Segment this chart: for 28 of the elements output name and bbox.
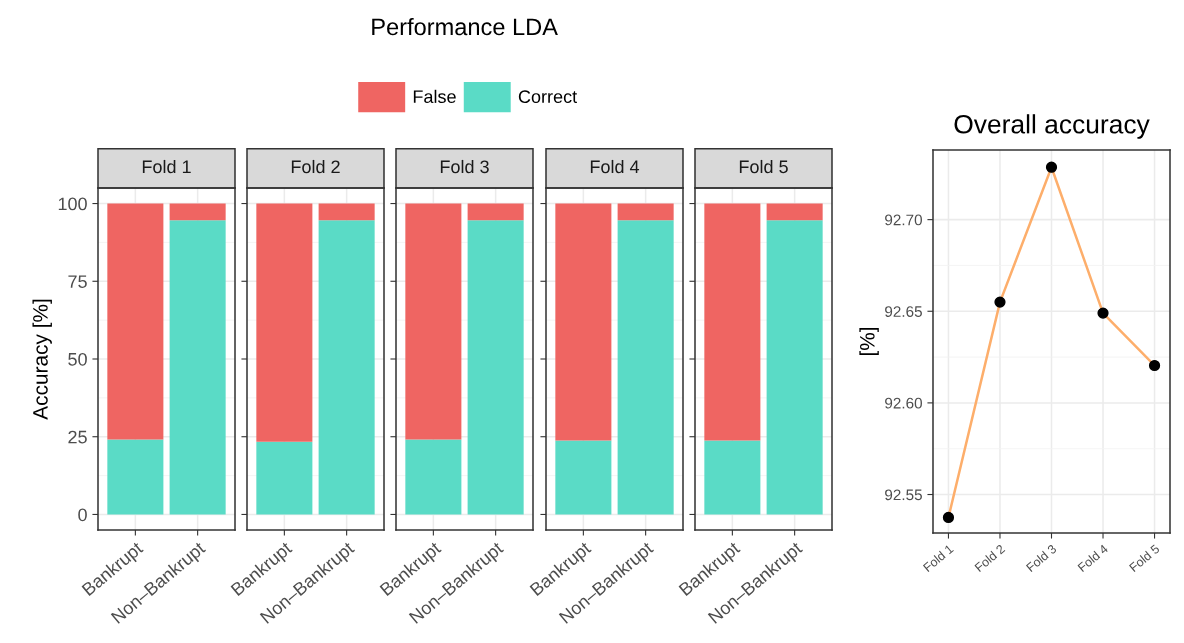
y-axis-title: Accuracy [%] — [32, 299, 52, 420]
legend-label: False — [413, 89, 456, 104]
y-tick-label: 100 — [58, 197, 87, 211]
y-tick-label: 92.60 — [885, 397, 922, 409]
y-tick-label: 0 — [78, 508, 87, 522]
y-tick-label: 92.70 — [885, 214, 922, 226]
x-tick-label: Fold 3 — [1025, 543, 1057, 573]
x-tick-label: Fold 5 — [1128, 543, 1161, 573]
y-tick-label: 92.55 — [885, 489, 922, 501]
y-tick-label: 75 — [68, 275, 87, 288]
chart-title: Fold 3 — [440, 159, 489, 174]
y-tick-label: 25 — [68, 430, 87, 444]
legend-label: Correct — [518, 90, 577, 104]
chart-title: Fold 1 — [142, 159, 191, 174]
bar — [107, 439, 164, 515]
x-tick-label: Fold 1 — [922, 543, 954, 573]
bar — [169, 203, 226, 221]
y-tick-label: 50 — [68, 352, 87, 366]
x-tick-label: Fold 2 — [974, 543, 1006, 573]
x-tick-label: Fold 4 — [1077, 543, 1109, 573]
y-tick-label: 92.65 — [885, 306, 922, 317]
chart-title: Overall accuracy — [954, 114, 1150, 139]
chart-title: Fold 2 — [291, 159, 340, 174]
bar — [107, 203, 164, 440]
text: Performance LDA — [372, 17, 558, 36]
chart-title: Fold 5 — [739, 159, 788, 174]
chart-title: Fold 4 — [590, 159, 640, 174]
y-axis-title: [%] — [859, 327, 879, 356]
